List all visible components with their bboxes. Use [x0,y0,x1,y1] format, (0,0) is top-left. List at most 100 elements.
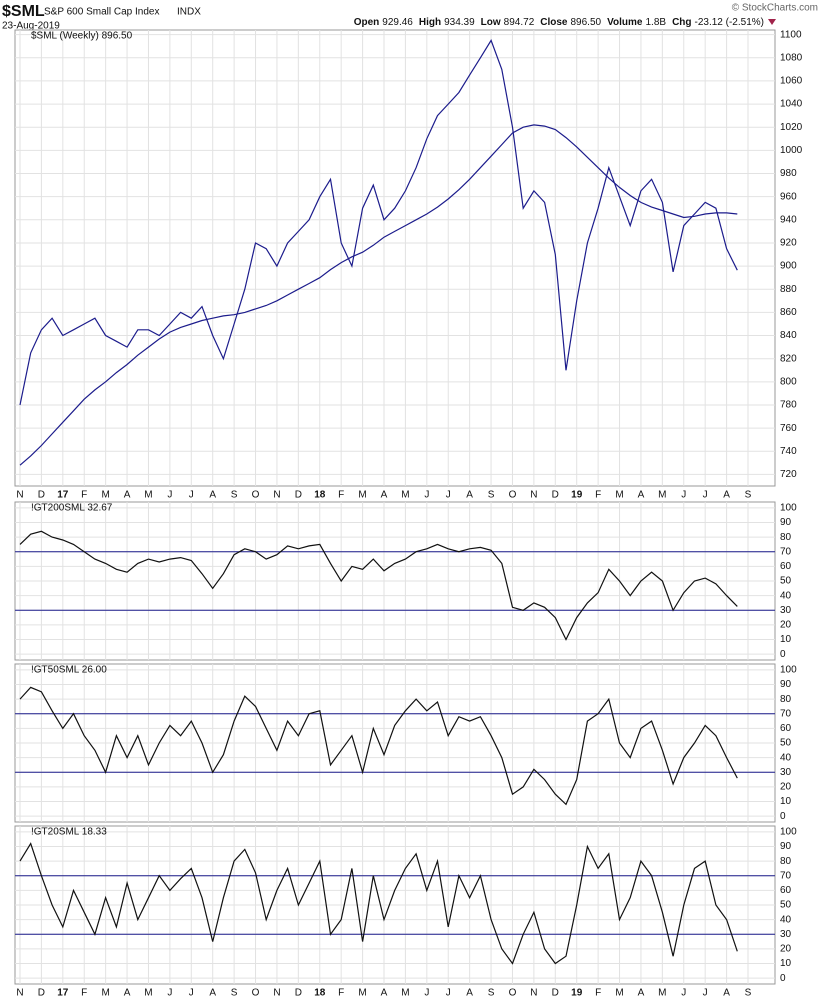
y-tick-label: 70 [780,870,792,881]
y-tick-label: 50 [780,576,792,587]
quote-value: 934.39 [444,17,475,28]
y-tick-label: 80 [780,532,792,543]
x-tick-label: S [745,988,752,999]
x-tick-label: F [595,988,601,999]
copyright: © StockCharts.com [732,3,818,14]
y-tick-label: 760 [780,423,797,434]
y-tick-label: 20 [780,944,792,955]
y-tick-label: 10 [780,634,792,645]
x-tick-label: D [295,490,302,501]
quote-value: -23.12 (-2.51%) [695,17,764,28]
y-tick-label: 960 [780,191,797,202]
quote-value: 894.72 [504,17,535,28]
quote-label: High [419,17,441,28]
y-tick-label: 1100 [780,29,802,40]
y-tick-label: 60 [780,561,792,572]
y-tick-label: 840 [780,330,797,341]
x-tick-label: D [38,490,45,501]
x-tick-label: A [209,988,216,999]
y-tick-label: 820 [780,353,797,364]
y-tick-label: 100 [780,502,797,513]
x-tick-label: D [38,988,45,999]
x-tick-label: M [401,988,409,999]
x-tick-label: N [530,988,537,999]
y-tick-label: 0 [780,649,786,660]
y-tick-label: 20 [780,620,792,631]
series-line [19,686,738,806]
y-tick-label: 50 [780,900,792,911]
x-tick-label: N [530,490,537,501]
x-tick-label: A [381,988,388,999]
x-tick-label: A [723,490,730,501]
x-tick-label: A [723,988,730,999]
x-tick-label: 18 [314,490,326,501]
x-tick-label: J [424,490,429,501]
y-tick-label: 80 [780,694,792,705]
x-tick-label: F [595,490,601,501]
x-tick-label: N [16,490,23,501]
quote-label: Low [481,17,501,28]
y-tick-label: 1000 [780,145,803,156]
x-tick-label: J [446,988,451,999]
y-tick-label: 80 [780,856,792,867]
y-tick-label: 40 [780,752,792,763]
x-tick-label: 17 [57,988,69,999]
y-tick-label: 1040 [780,99,803,110]
x-tick-label: J [167,988,172,999]
legend-entry: !GT20SML 18.33 [31,827,107,838]
y-tick-label: 90 [780,841,792,852]
x-tick-label: S [488,988,495,999]
x-tick-label: 18 [314,988,326,999]
x-tick-label: 17 [57,490,69,501]
quote-label: Open [354,17,380,28]
x-tick-label: F [338,988,344,999]
x-tick-label: S [745,490,752,501]
y-tick-label: 880 [780,284,797,295]
x-tick-label: J [189,490,194,501]
x-tick-label: J [189,988,194,999]
x-tick-label: 19 [571,490,583,501]
x-tick-label: M [658,490,666,501]
quote-label: Close [540,17,568,28]
x-tick-label: D [552,490,559,501]
x-tick-label: A [124,988,131,999]
x-tick-label: O [509,490,517,501]
y-tick-label: 100 [780,664,797,675]
y-tick-label: 860 [780,307,797,318]
series-line [19,530,738,641]
y-tick-label: 50 [780,738,792,749]
quote-value: 896.50 [571,17,602,28]
x-tick-label: J [703,490,708,501]
x-tick-label: M [101,490,109,501]
y-tick-label: 30 [780,605,792,616]
x-tick-label: A [466,490,473,501]
x-tick-label: A [466,988,473,999]
x-tick-label: J [167,490,172,501]
x-tick-label: S [488,490,495,501]
y-tick-label: 0 [780,973,786,984]
exchange: INDX [177,7,201,18]
y-tick-label: 30 [780,929,792,940]
date: 23-Aug-2019 [2,21,60,32]
y-tick-label: 720 [780,469,797,480]
legend-entry: $SML (Weekly) 896.50 [31,31,133,42]
x-tick-label: O [252,988,260,999]
x-tick-label: N [273,988,280,999]
quote-value: 1.8B [645,17,666,28]
y-tick-label: 10 [780,958,792,969]
x-tick-label: N [273,490,280,501]
x-tick-label: D [552,988,559,999]
y-tick-label: 70 [780,546,792,557]
x-tick-label: J [681,490,686,501]
x-tick-label: 19 [571,988,583,999]
y-tick-label: 30 [780,767,792,778]
x-tick-label: A [381,490,388,501]
x-tick-label: M [615,988,623,999]
y-tick-label: 20 [780,782,792,793]
x-tick-label: O [252,490,260,501]
y-tick-label: 900 [780,261,797,272]
x-tick-label: F [338,490,344,501]
x-tick-label: N [16,988,23,999]
series-line [19,842,738,965]
